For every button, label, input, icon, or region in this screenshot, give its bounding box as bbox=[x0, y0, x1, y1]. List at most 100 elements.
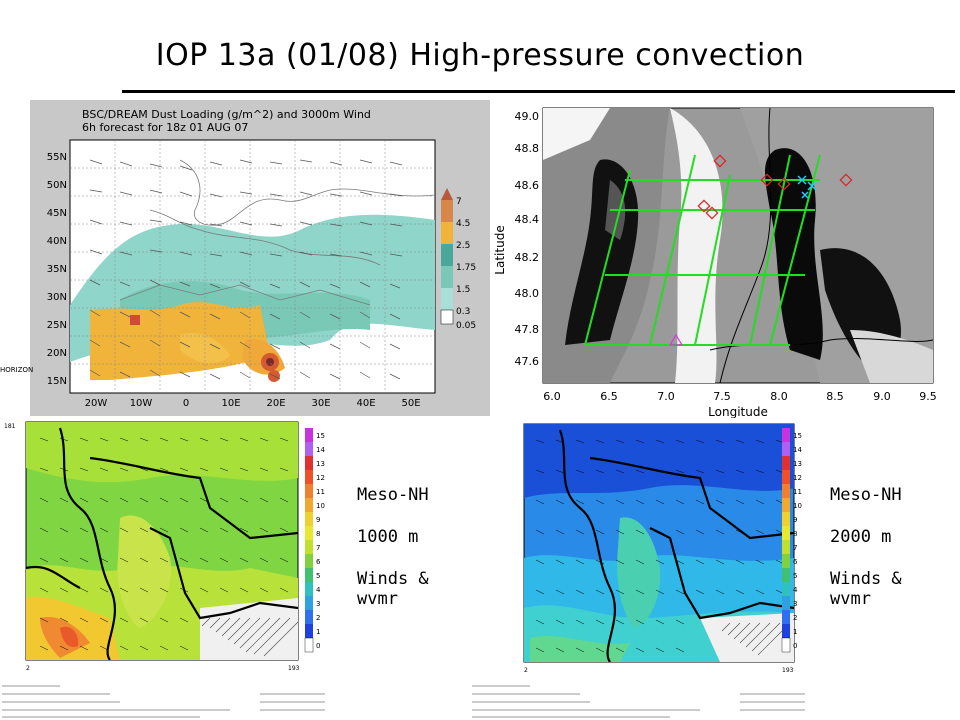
level-label: 2000 m bbox=[830, 527, 892, 547]
colorbar-label: 8 bbox=[793, 530, 797, 538]
meso-left-colorbar bbox=[304, 428, 314, 653]
lat-label: 15N bbox=[47, 376, 67, 387]
meso-right-colorbar bbox=[781, 428, 791, 653]
slide-title: IOP 13a (01/08) High-pressure convection bbox=[155, 38, 805, 73]
colorbar-label: 4.5 bbox=[456, 219, 470, 229]
colorbar-label: 15 bbox=[316, 432, 325, 440]
colorbar-label: 7 bbox=[316, 544, 320, 552]
colorbar-label: 13 bbox=[316, 460, 325, 468]
colorbar-label: 11 bbox=[793, 488, 802, 496]
colorbar-label: 0.3 bbox=[456, 307, 470, 317]
topo-x-axis-label: Longitude bbox=[708, 405, 768, 419]
colorbar-label: 3 bbox=[793, 600, 797, 608]
colorbar-label: 10 bbox=[316, 502, 325, 510]
colorbar-label: 6 bbox=[316, 558, 321, 566]
colorbar-label: 10 bbox=[793, 502, 802, 510]
meso-right-footer bbox=[472, 685, 805, 718]
dust-map-header-1: BSC/DREAM Dust Loading (g/m^2) and 3000m… bbox=[82, 108, 371, 121]
colorbar-label: 6 bbox=[793, 558, 798, 566]
colorbar-label: 4 bbox=[316, 586, 321, 594]
lat-tick: 49.0 bbox=[515, 110, 540, 123]
model-label: Meso-NH bbox=[830, 485, 902, 505]
topo-lat-ticks: 49.0 48.8 48.6 48.4 48.2 48.0 47.8 47.6 bbox=[515, 110, 540, 368]
lon-label: 10W bbox=[130, 398, 153, 409]
field-label: Winds & wvmr bbox=[830, 569, 902, 609]
corner-label: 2 bbox=[524, 667, 528, 674]
colorbar-label: 14 bbox=[793, 446, 802, 454]
model-label: Meso-NH bbox=[357, 485, 429, 505]
title-underline bbox=[122, 90, 955, 93]
colorbar-label: 14 bbox=[316, 446, 325, 454]
lat-label: 20N bbox=[47, 348, 67, 359]
lon-tick: 6.0 bbox=[543, 390, 561, 403]
lat-tick: 48.2 bbox=[515, 251, 540, 264]
colorbar-label: 4 bbox=[793, 586, 798, 594]
lon-tick: 7.0 bbox=[657, 390, 675, 403]
station-markers bbox=[697, 154, 853, 220]
colorbar-label: 13 bbox=[793, 460, 802, 468]
lat-label: 25N bbox=[47, 320, 67, 331]
dust-colorbar bbox=[440, 188, 454, 325]
colorbar-label: 15 bbox=[793, 432, 802, 440]
terrain-shading bbox=[543, 108, 933, 383]
humidity-field bbox=[26, 422, 298, 660]
hatched-terrain bbox=[201, 617, 299, 657]
meso-nh-2000m-map: 2 193 15 14 13 12 11 10 9 8 7 6 5 4 3 2 … bbox=[470, 418, 810, 720]
colorbar-label: 3 bbox=[316, 600, 320, 608]
lon-label: 40E bbox=[356, 398, 375, 409]
lon-tick: 8.5 bbox=[826, 390, 844, 403]
corner-label: 193 bbox=[782, 667, 794, 674]
lon-label: 10E bbox=[221, 398, 240, 409]
lat-label: 45N bbox=[47, 208, 67, 219]
meso-right-caption: Meso-NH 2000 m Winds & wvmr bbox=[830, 485, 950, 609]
colorbar-label: 2.5 bbox=[456, 241, 470, 251]
lat-tick: 47.6 bbox=[515, 355, 540, 368]
colorbar-label: 12 bbox=[793, 474, 802, 482]
triangle-marker bbox=[668, 333, 684, 346]
colorbar-label: 7 bbox=[456, 197, 462, 207]
colorbar-label: 5 bbox=[793, 572, 797, 580]
lat-label: 40N bbox=[47, 236, 67, 247]
lon-label: 30E bbox=[311, 398, 330, 409]
dust-colorbar-labels: 7 4.5 2.5 1.75 1.5 0.3 0.05 bbox=[456, 197, 476, 331]
lat-label: 55N bbox=[47, 152, 67, 163]
lon-tick: 9.0 bbox=[873, 390, 891, 403]
colorbar-label: 1 bbox=[316, 628, 320, 636]
dust-loading-map: BSC/DREAM Dust Loading (g/m^2) and 3000m… bbox=[30, 100, 490, 416]
colorbar-label: 11 bbox=[316, 488, 325, 496]
corner-label: 193 bbox=[288, 665, 300, 672]
wind-arrows bbox=[39, 437, 289, 651]
lat-tick: 48.8 bbox=[515, 142, 540, 155]
horizon-side-label: HORIZON bbox=[0, 366, 34, 374]
colorbar-label: 1.5 bbox=[456, 285, 470, 295]
wind-arrows bbox=[535, 439, 785, 653]
dust-map-lat-labels: 55N 50N 45N 40N 35N 30N 25N 20N 15N bbox=[47, 152, 67, 387]
colorbar-label: 5 bbox=[316, 572, 320, 580]
topo-y-axis-label: Latitude bbox=[493, 225, 507, 274]
hatched-terrain bbox=[721, 622, 791, 656]
meso-right-colorbar-labels: 15 14 13 12 11 10 9 8 7 6 5 4 3 2 1 0 bbox=[793, 432, 802, 650]
corner-label: 181 bbox=[4, 423, 16, 430]
humidity-field bbox=[524, 424, 794, 662]
meso-left-caption: Meso-NH 1000 m Winds & wvmr bbox=[357, 485, 467, 609]
field-label: Winds & wvmr bbox=[357, 569, 429, 609]
dust-map-lon-labels: 20W 10W 0 10E 20E 30E 40E 50E bbox=[85, 398, 421, 409]
lat-tick: 48.6 bbox=[515, 179, 540, 192]
colorbar-label: 12 bbox=[316, 474, 325, 482]
lat-label: 30N bbox=[47, 292, 67, 303]
colorbar-label: 0 bbox=[316, 642, 320, 650]
lon-label: 50E bbox=[401, 398, 420, 409]
colorbar-label: 1.75 bbox=[456, 263, 476, 273]
colorbar-label: 1 bbox=[793, 628, 797, 636]
topo-lon-ticks: 6.0 6.5 7.0 7.5 8.0 8.5 9.0 9.5 bbox=[543, 390, 937, 403]
colorbar-label: 2 bbox=[793, 614, 797, 622]
lon-label: 0 bbox=[183, 398, 189, 409]
colorbar-label: 9 bbox=[316, 516, 320, 524]
level-label: 1000 m bbox=[357, 527, 419, 547]
cyan-markers bbox=[797, 175, 817, 199]
meso-nh-1000m-map: 181 2 193 bbox=[0, 418, 330, 720]
lon-tick: 8.0 bbox=[770, 390, 788, 403]
lat-label: 50N bbox=[47, 180, 67, 191]
lat-tick: 48.4 bbox=[515, 213, 540, 226]
wind-vectors bbox=[89, 159, 403, 380]
